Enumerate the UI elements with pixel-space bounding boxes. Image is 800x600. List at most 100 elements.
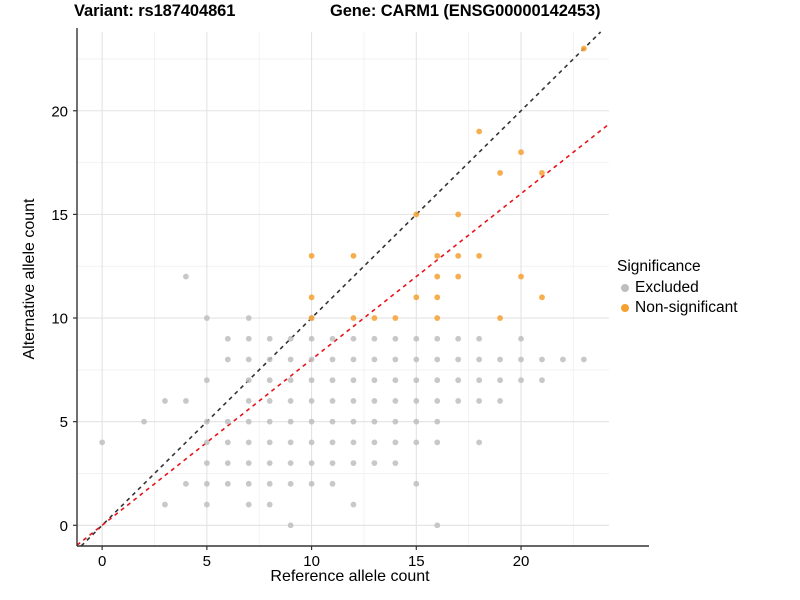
data-point xyxy=(266,398,273,404)
data-point xyxy=(329,356,336,363)
y-tick-label: 10 xyxy=(51,311,68,328)
data-point xyxy=(392,315,399,321)
legend-item-excluded[interactable]: Excluded xyxy=(617,278,797,298)
x-tick-label: 0 xyxy=(98,553,106,570)
data-point xyxy=(434,356,441,363)
y-tick-label: 15 xyxy=(51,207,68,224)
data-point xyxy=(434,398,441,404)
data-point xyxy=(455,273,462,280)
data-point xyxy=(287,418,294,425)
data-point xyxy=(497,356,503,363)
data-point xyxy=(308,398,315,404)
data-point xyxy=(308,294,315,301)
data-point xyxy=(476,128,483,135)
legend-dot-nonsignificant xyxy=(621,304,629,312)
data-point xyxy=(329,335,336,342)
data-point xyxy=(329,377,336,384)
y-tick-label: 20 xyxy=(51,103,68,120)
data-point xyxy=(245,418,252,425)
data-point xyxy=(203,460,210,466)
data-point xyxy=(266,439,273,446)
data-point xyxy=(371,335,378,342)
data-point xyxy=(497,398,503,404)
data-point xyxy=(329,460,336,466)
data-point xyxy=(371,460,378,466)
y-axis-label: Alternative allele count xyxy=(21,198,38,360)
data-point xyxy=(224,460,231,466)
data-point xyxy=(99,439,106,446)
data-point xyxy=(308,356,315,363)
legend-dot-excluded xyxy=(621,284,629,292)
data-point xyxy=(350,398,357,404)
data-point xyxy=(266,418,273,425)
data-point xyxy=(203,501,210,508)
data-point xyxy=(434,252,441,259)
data-point xyxy=(455,211,462,218)
data-point xyxy=(434,522,441,529)
data-point xyxy=(413,356,420,363)
data-point xyxy=(539,170,545,176)
data-point xyxy=(266,480,273,487)
data-point xyxy=(434,335,441,342)
data-point xyxy=(392,356,399,363)
data-point xyxy=(392,418,399,425)
chart-title-area: Variant: rs187404861 Gene: CARM1 (ENSG00… xyxy=(0,0,800,30)
data-point xyxy=(371,418,378,425)
data-point xyxy=(245,315,252,321)
legend-item-nonsignificant[interactable]: Non-significant xyxy=(617,298,797,318)
data-point xyxy=(413,294,420,301)
x-tick-label: 20 xyxy=(513,553,530,570)
data-point xyxy=(308,460,315,466)
data-point xyxy=(455,335,462,342)
data-point xyxy=(287,356,294,363)
y-tick-label: 5 xyxy=(60,414,68,431)
data-point xyxy=(203,418,210,425)
data-point xyxy=(245,480,252,487)
data-point xyxy=(434,315,441,321)
legend-label-nonsignificant: Non-significant xyxy=(635,299,738,316)
data-point xyxy=(350,439,357,446)
data-point xyxy=(455,398,462,404)
data-point xyxy=(287,439,294,446)
data-point xyxy=(245,398,252,404)
data-point xyxy=(413,377,420,384)
data-point xyxy=(287,335,294,342)
data-point xyxy=(350,335,357,342)
data-point xyxy=(497,170,503,176)
identity-line xyxy=(80,31,602,547)
data-point xyxy=(308,377,315,384)
data-point xyxy=(350,460,357,466)
data-point xyxy=(434,418,441,425)
data-point xyxy=(518,149,524,156)
data-point xyxy=(350,377,357,384)
data-point xyxy=(266,335,273,342)
data-point xyxy=(162,501,168,508)
x-tick-label: 5 xyxy=(203,553,211,570)
data-point xyxy=(287,480,294,487)
data-point xyxy=(413,418,420,425)
data-point xyxy=(245,439,252,446)
data-point xyxy=(183,480,189,487)
data-point xyxy=(413,480,420,487)
data-point xyxy=(539,356,545,363)
data-point xyxy=(434,377,441,384)
data-point xyxy=(497,377,503,384)
data-point xyxy=(266,356,273,363)
data-point xyxy=(350,501,357,508)
x-tick-label: 15 xyxy=(408,553,425,570)
data-point xyxy=(141,418,147,425)
data-point xyxy=(162,398,168,404)
data-point xyxy=(224,356,231,363)
data-point xyxy=(245,460,252,466)
variant-title: Variant: rs187404861 xyxy=(74,2,236,20)
data-point xyxy=(308,252,315,259)
data-point xyxy=(392,398,399,404)
data-point xyxy=(413,335,420,342)
data-point xyxy=(224,439,231,446)
legend: Significance Excluded Non-significant xyxy=(617,258,797,318)
data-point xyxy=(308,418,315,425)
data-point xyxy=(371,377,378,384)
data-point xyxy=(245,335,252,342)
